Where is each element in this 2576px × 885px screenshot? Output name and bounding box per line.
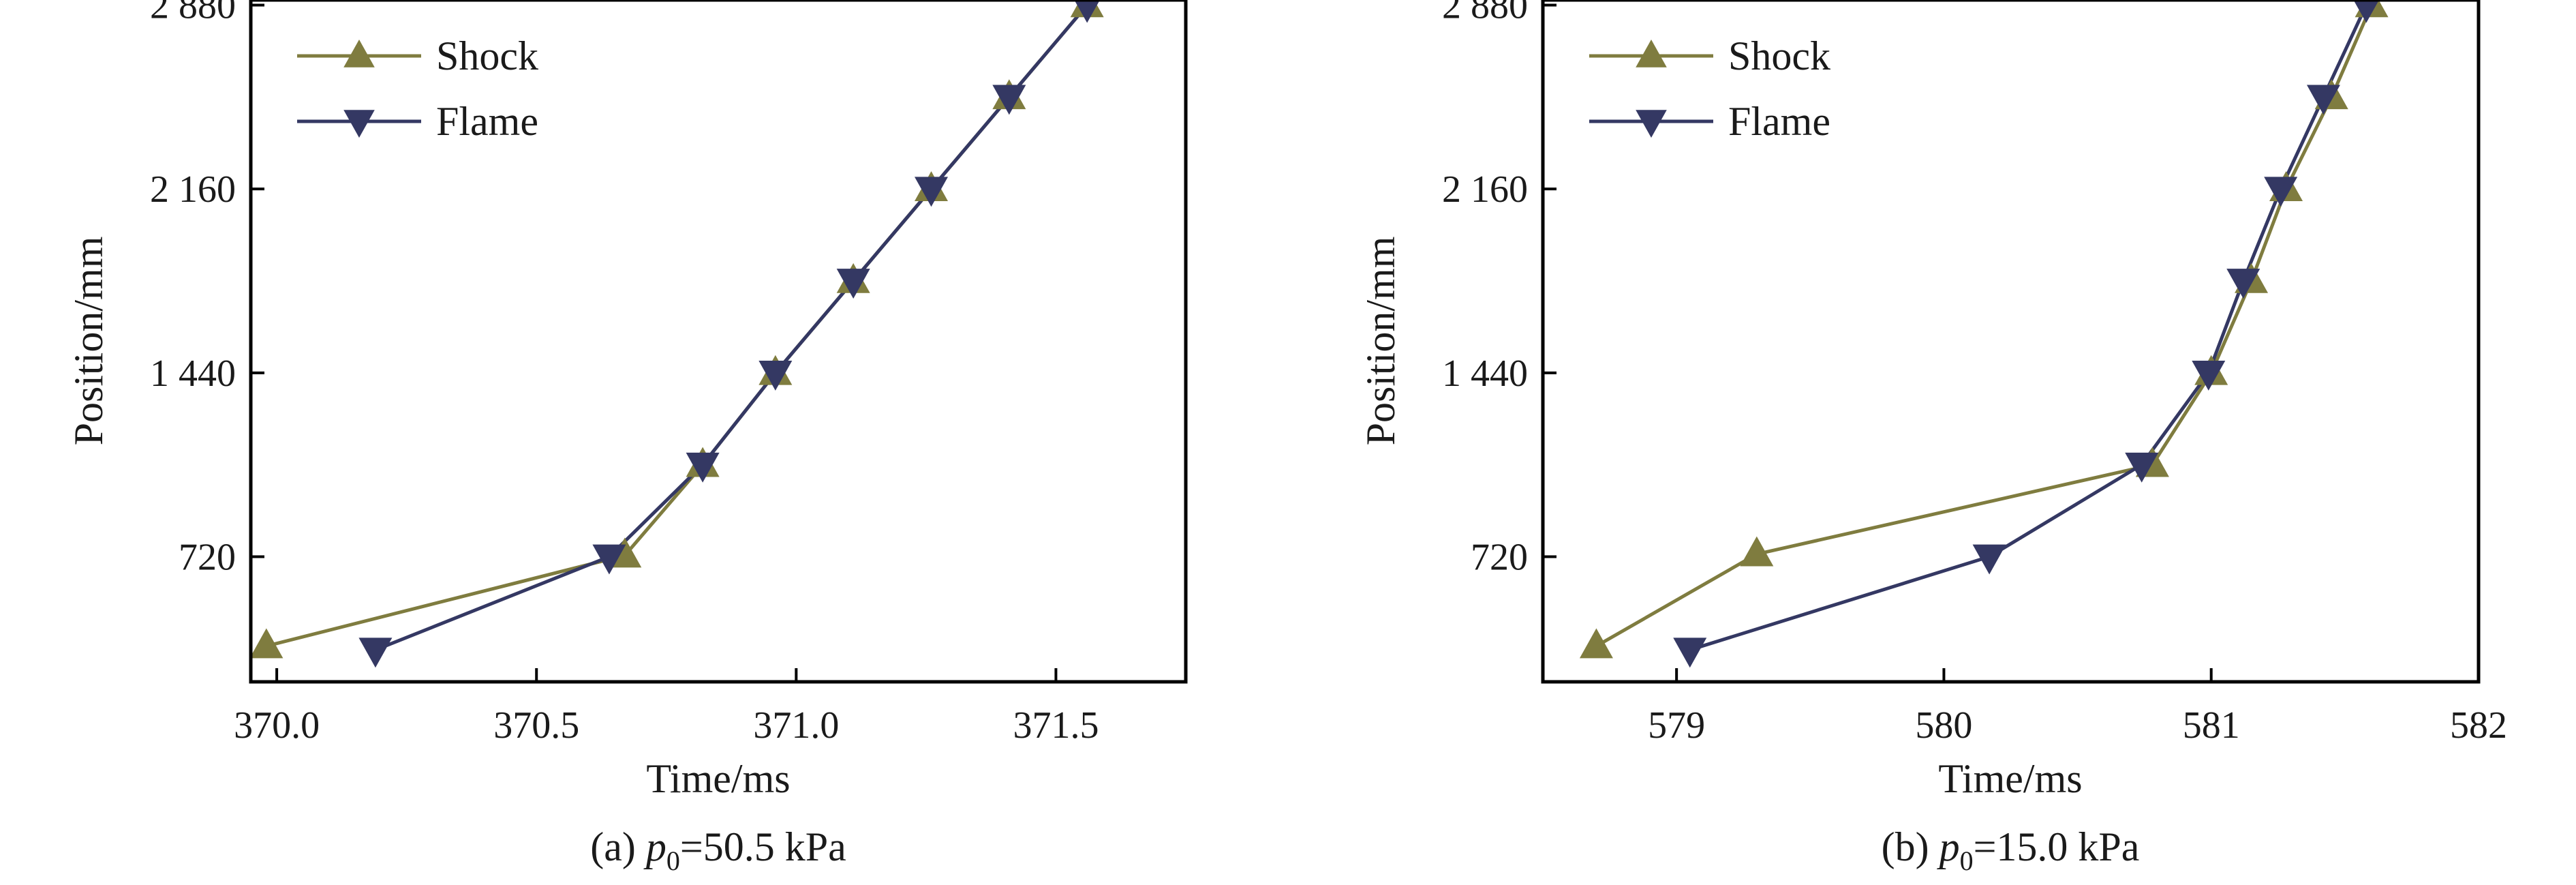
panel-a-legend: Shock Flame — [297, 33, 538, 144]
panel-b-flame-point — [2125, 452, 2159, 483]
panel-a-ytick-label: 1 440 — [150, 352, 236, 395]
panel-b-caption-var: p — [1937, 824, 1960, 869]
panel-a-xtick-label: 371.5 — [1013, 704, 1099, 747]
panel-a-flame-point — [992, 85, 1026, 115]
panel-b-ytick-label: 2 880 — [1442, 0, 1528, 27]
panel-a-flame-point — [1074, 0, 1100, 23]
panel-a-caption-prefix: (a) — [590, 824, 646, 869]
panel-b-caption: (b) p0=15.0 kPa — [1882, 824, 2140, 876]
panel-b-flame-point — [2226, 269, 2260, 299]
panel-b-legend-shock-marker — [1636, 40, 1667, 68]
panel-b-flame-point — [2264, 177, 2298, 207]
panel-a-flame-point — [758, 361, 793, 391]
panel-b-shock-point — [1740, 536, 1774, 567]
panel-a-caption-var: p — [643, 824, 666, 869]
panel-b-ylabel: Position/mm — [1358, 237, 1403, 446]
panel-b-shock-point — [1579, 628, 1613, 659]
panel-b-ytick-label: 1 440 — [1442, 352, 1528, 395]
panel-b-caption-rest: =15.0 kPa — [1974, 824, 2140, 869]
panel-a-legend-flame-label: Flame — [436, 99, 538, 144]
panel-a-legend-shock-label: Shock — [436, 33, 538, 78]
panel-b-flame-point — [2306, 85, 2340, 115]
panel-a-legend-flame-marker — [343, 110, 375, 138]
panel-a-caption-rest: =50.5 kPa — [680, 824, 846, 869]
panel-b-xlabel: Time/ms — [1938, 756, 2082, 801]
panel-a-flame-point — [915, 177, 949, 207]
panel-b-plot-area — [1579, 0, 2389, 668]
panel-a-ylabel: Position/mm — [66, 237, 111, 446]
panel-b-flame-point — [1673, 638, 1707, 668]
panel-a-ytick-label: 2 160 — [150, 168, 236, 211]
panel-a-xlabel: Time/ms — [646, 756, 790, 801]
panel-b-legend-flame-marker — [1636, 110, 1667, 138]
panel-a-ytick-label: 2 880 — [150, 0, 236, 27]
panel-a: Position/mm Time/ms (a) p0=50.5 kPa Shoc… — [66, 0, 1188, 876]
panel-b-xtick-label: 582 — [2450, 704, 2507, 747]
panel-b-ytick-label: 2 160 — [1442, 168, 1528, 211]
panel-b-caption-sub: 0 — [1960, 845, 1974, 876]
panel-b-flame-point — [2192, 361, 2226, 391]
panel-a-legend-shock-marker — [343, 40, 375, 68]
panel-b-frame — [1541, 0, 2481, 684]
panel-a-flame-point — [358, 638, 393, 668]
panel-b-flame-point — [2353, 0, 2379, 23]
panel-a-plot-area — [249, 0, 1104, 668]
panel-a-xtick-label: 370.5 — [493, 704, 579, 747]
panel-a-caption-sub: 0 — [666, 845, 680, 876]
panel-b-xtick-label: 581 — [2183, 704, 2240, 747]
panel-a-xtick-label: 371.0 — [753, 704, 839, 747]
panel-a-caption: (a) p0=50.5 kPa — [590, 824, 846, 876]
panel-b-flame-point — [1972, 544, 2006, 575]
panel-b-xtick-label: 580 — [1915, 704, 1972, 747]
panel-a-flame-point — [592, 544, 626, 575]
panel-b-flame-line — [1689, 4, 2368, 652]
panel-b-ytick-label: 720 — [1471, 536, 1528, 578]
panel-b-legend-shock-label: Shock — [1728, 33, 1830, 78]
panel-b-caption-prefix: (b) — [1882, 824, 1939, 869]
panel-b: Position/mm Time/ms (b) p0=15.0 kPa Shoc… — [1358, 0, 2507, 876]
panel-a-shock-point — [249, 628, 283, 659]
panel-a-ytick-label: 720 — [179, 536, 236, 578]
panel-a-xtick-label: 370.0 — [234, 704, 320, 747]
panel-a-flame-point — [836, 269, 870, 299]
panel-b-legend-flame-label: Flame — [1728, 99, 1830, 144]
panel-b-xtick-label: 579 — [1648, 704, 1705, 747]
panel-a-frame — [249, 0, 1188, 684]
panel-b-legend: Shock Flame — [1589, 33, 1830, 144]
panel-a-flame-point — [686, 452, 720, 483]
